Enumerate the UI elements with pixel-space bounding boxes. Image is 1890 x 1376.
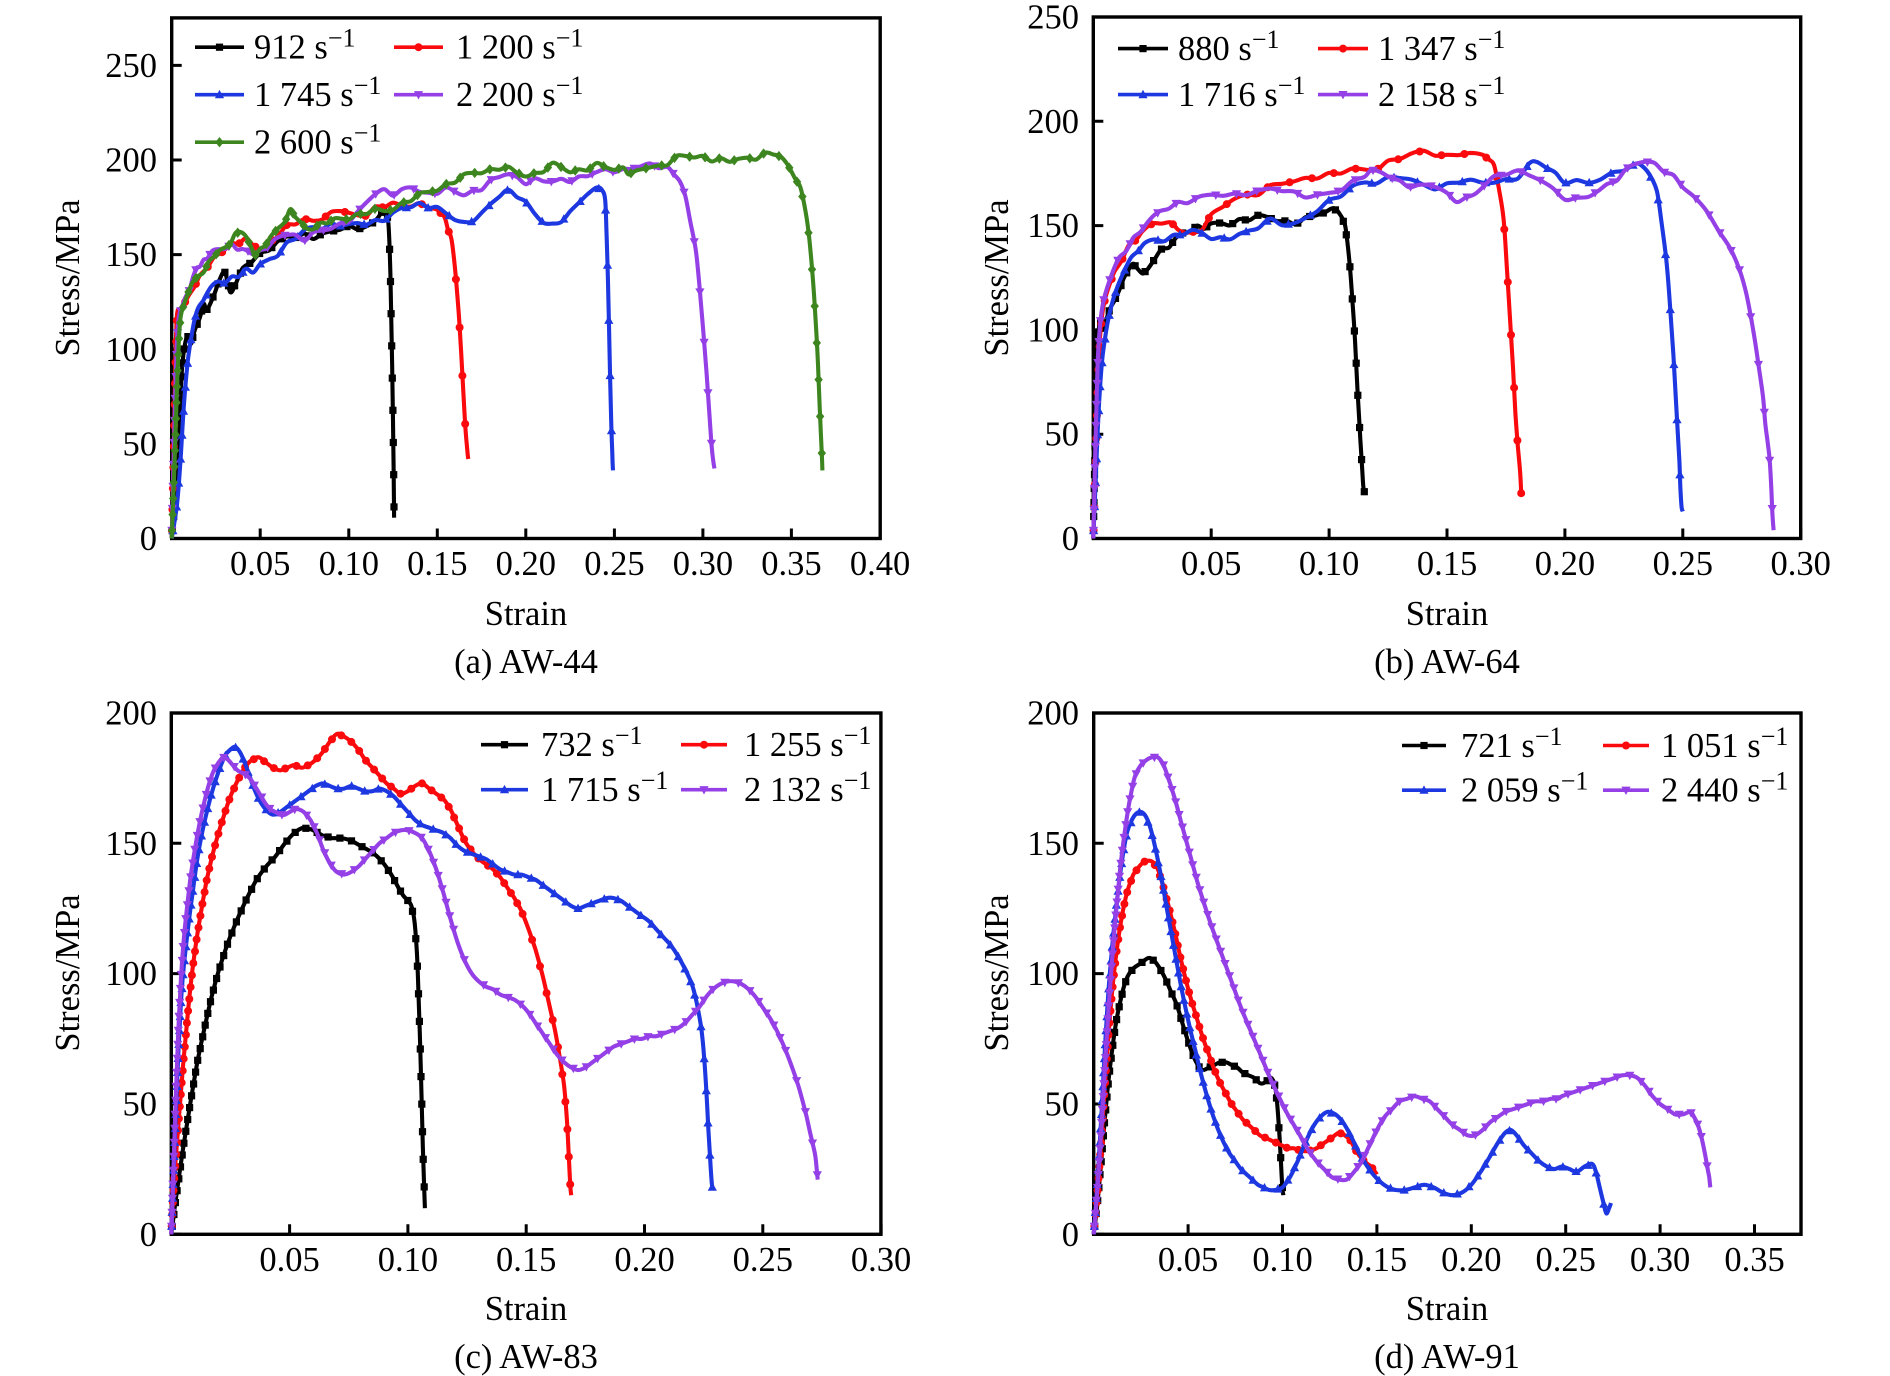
svg-text:250: 250	[105, 47, 157, 85]
svg-text:250: 250	[1027, 0, 1079, 37]
svg-text:50: 50	[123, 1086, 158, 1124]
svg-text:0.05: 0.05	[1181, 545, 1241, 583]
svg-text:0.05: 0.05	[1158, 1241, 1218, 1279]
svg-text:0: 0	[140, 520, 157, 558]
svg-text:0.20: 0.20	[614, 1241, 674, 1279]
svg-text:150: 150	[105, 825, 157, 863]
svg-text:100: 100	[1027, 311, 1079, 349]
svg-text:200: 200	[105, 142, 157, 180]
svg-text:732 s−1: 732 s−1	[541, 721, 642, 764]
svg-text:0.15: 0.15	[1347, 1241, 1407, 1279]
svg-text:0.15: 0.15	[407, 545, 467, 583]
svg-text:200: 200	[105, 695, 157, 733]
svg-text:0.10: 0.10	[1252, 1241, 1312, 1279]
svg-text:Stress/MPa: Stress/MPa	[978, 894, 1016, 1051]
svg-text:100: 100	[105, 955, 157, 993]
svg-text:0.35: 0.35	[761, 545, 821, 583]
svg-text:150: 150	[1027, 825, 1079, 863]
svg-text:0: 0	[1062, 1216, 1079, 1254]
svg-text:0.10: 0.10	[378, 1241, 438, 1279]
svg-text:0.20: 0.20	[1441, 1241, 1501, 1279]
svg-text:0.20: 0.20	[496, 545, 556, 583]
svg-text:0.15: 0.15	[496, 1241, 556, 1279]
svg-text:100: 100	[105, 331, 157, 369]
svg-text:(a) AW-44: (a) AW-44	[454, 643, 598, 681]
svg-text:100: 100	[1027, 955, 1079, 993]
svg-text:150: 150	[105, 236, 157, 274]
svg-text:0: 0	[1062, 520, 1079, 558]
svg-text:1 347 s−1: 1 347 s−1	[1378, 25, 1505, 68]
svg-text:0.25: 0.25	[1653, 545, 1713, 583]
svg-text:0.30: 0.30	[851, 1241, 911, 1279]
svg-text:Strain: Strain	[485, 595, 567, 633]
svg-text:0: 0	[140, 1216, 157, 1254]
svg-text:0.30: 0.30	[1630, 1241, 1690, 1279]
svg-text:200: 200	[1027, 695, 1079, 733]
svg-text:0.15: 0.15	[1417, 545, 1477, 583]
svg-text:(b) AW-64: (b) AW-64	[1374, 643, 1520, 681]
svg-text:Stress/MPa: Stress/MPa	[49, 894, 87, 1051]
svg-text:0.05: 0.05	[259, 1241, 319, 1279]
svg-text:150: 150	[1027, 207, 1079, 245]
svg-text:2 200 s−1: 2 200 s−1	[456, 71, 583, 114]
svg-text:0.10: 0.10	[319, 545, 379, 583]
svg-text:0.25: 0.25	[584, 545, 644, 583]
svg-text:0.40: 0.40	[850, 545, 910, 583]
svg-text:(d) AW-91: (d) AW-91	[1374, 1338, 1520, 1376]
svg-text:Stress/MPa: Stress/MPa	[49, 199, 87, 356]
svg-text:0.05: 0.05	[230, 545, 290, 583]
svg-text:(c) AW-83: (c) AW-83	[454, 1338, 598, 1376]
svg-text:200: 200	[1027, 103, 1079, 141]
svg-text:50: 50	[123, 425, 158, 463]
svg-text:0.25: 0.25	[1536, 1241, 1596, 1279]
svg-text:Strain: Strain	[485, 1290, 567, 1328]
svg-text:Strain: Strain	[1406, 1290, 1488, 1328]
svg-text:50: 50	[1045, 1086, 1080, 1124]
svg-text:0.10: 0.10	[1299, 545, 1359, 583]
svg-text:Stress/MPa: Stress/MPa	[978, 199, 1016, 356]
svg-text:0.30: 0.30	[673, 545, 733, 583]
svg-text:0.35: 0.35	[1724, 1241, 1784, 1279]
svg-text:50: 50	[1045, 416, 1080, 454]
svg-text:0.30: 0.30	[1771, 545, 1831, 583]
svg-text:0.25: 0.25	[733, 1241, 793, 1279]
svg-text:Strain: Strain	[1406, 595, 1488, 633]
svg-text:0.20: 0.20	[1535, 545, 1595, 583]
